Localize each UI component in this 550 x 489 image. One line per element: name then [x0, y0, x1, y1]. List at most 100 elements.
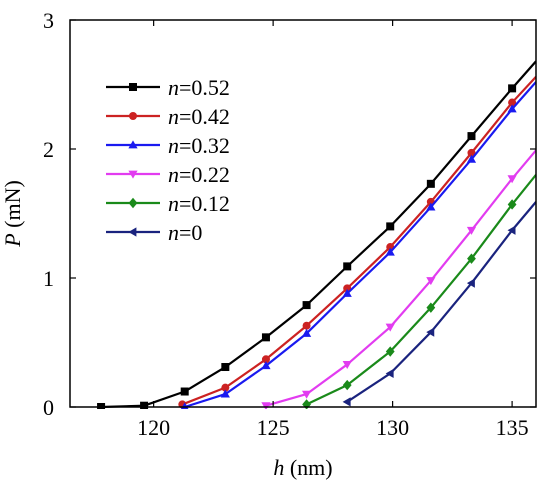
x-axis: 120 125 130 135	[137, 20, 529, 440]
legend-swatch-marker	[128, 140, 138, 149]
data-point	[220, 389, 230, 398]
data-point	[466, 226, 477, 235]
series-line	[101, 60, 536, 409]
data-point	[467, 253, 476, 264]
data-point	[467, 132, 476, 141]
y-axis-label: P (mN)	[0, 180, 25, 248]
x-axis-label: h (nm)	[273, 455, 332, 480]
data-point	[507, 104, 517, 113]
legend-label: n=0	[168, 220, 202, 245]
legend-item: n=0.32	[106, 133, 230, 158]
legend-label: n=0.42	[168, 104, 230, 129]
x-tick-label: 135	[496, 415, 529, 440]
series-line	[346, 201, 536, 403]
data-point	[508, 98, 517, 107]
series-group	[97, 60, 536, 409]
legend-item: n=0.42	[106, 104, 230, 129]
data-point	[385, 323, 395, 332]
y-tick-label: 3	[43, 8, 54, 33]
legend-value: =0.22	[179, 162, 230, 187]
legend-label: n=0.22	[168, 162, 230, 187]
data-point	[342, 379, 352, 391]
series-3	[261, 149, 536, 409]
data-point	[426, 302, 436, 313]
data-point	[343, 262, 352, 271]
series-line	[181, 76, 536, 406]
y-tick-label: 2	[43, 137, 54, 162]
data-point	[426, 179, 435, 188]
data-point	[301, 328, 312, 337]
data-point	[221, 383, 230, 392]
legend-value: =0.32	[179, 133, 230, 158]
legend-value: =0.12	[179, 191, 230, 216]
x-tick-label: 130	[376, 415, 409, 440]
data-point	[261, 361, 271, 370]
data-point	[140, 401, 149, 409]
series-line	[184, 81, 536, 409]
legend-variable: n	[168, 133, 179, 158]
y-axis: 0 1 2 3	[43, 8, 536, 420]
data-point	[466, 154, 477, 163]
data-point	[466, 278, 475, 288]
series-4	[302, 174, 536, 409]
legend-variable: n	[168, 220, 179, 245]
data-point	[342, 288, 352, 297]
legend-item: n=0.52	[106, 75, 230, 100]
series-5	[342, 201, 536, 407]
data-point	[385, 247, 395, 256]
data-point	[97, 403, 106, 409]
legend-variable: n	[168, 162, 179, 187]
series-0	[97, 60, 536, 409]
y-axis-symbol: P	[0, 233, 25, 247]
data-point	[507, 199, 517, 210]
data-point	[426, 327, 435, 337]
legend-label: n=0.52	[168, 75, 230, 100]
x-axis-unit: (nm)	[284, 455, 332, 480]
y-tick-label: 0	[43, 395, 54, 420]
legend-value: =0	[179, 220, 202, 245]
x-tick-label: 125	[257, 415, 290, 440]
data-point	[342, 397, 351, 407]
data-point	[261, 402, 271, 409]
data-point	[508, 84, 517, 93]
legend-swatch-marker	[129, 112, 137, 120]
data-point	[426, 277, 436, 286]
legend-variable: n	[168, 75, 179, 100]
data-point	[426, 202, 436, 211]
x-axis-symbol: h	[273, 455, 284, 480]
data-point	[386, 222, 395, 231]
legend-swatch-marker	[129, 83, 137, 91]
data-point	[507, 225, 516, 235]
data-point	[221, 363, 230, 372]
legend-swatch-marker	[128, 197, 138, 209]
plot-area	[97, 60, 536, 409]
data-point	[507, 175, 517, 184]
legend: n=0.52n=0.42n=0.32n=0.22n=0.12n=0	[106, 75, 230, 245]
data-point	[302, 399, 311, 409]
data-point	[385, 368, 394, 379]
legend-variable: n	[168, 104, 179, 129]
legend-item: n=0	[106, 220, 202, 245]
data-point	[302, 301, 311, 310]
series-2	[180, 81, 536, 409]
legend-value: =0.42	[179, 104, 230, 129]
data-point	[301, 390, 312, 399]
x-tick-label: 120	[137, 415, 170, 440]
legend-swatch-marker	[128, 170, 138, 179]
plot-frame	[69, 19, 537, 408]
data-point	[261, 355, 270, 364]
legend-variable: n	[168, 191, 179, 216]
data-point	[342, 361, 352, 370]
data-point	[180, 387, 189, 396]
y-axis-unit: (mN)	[0, 180, 25, 233]
data-point	[261, 333, 270, 342]
legend-item: n=0.12	[106, 191, 230, 216]
data-point	[467, 148, 476, 157]
legend-label: n=0.32	[168, 133, 230, 158]
legend-label: n=0.12	[168, 191, 230, 216]
y-tick-label: 1	[43, 266, 54, 291]
legend-item: n=0.22	[106, 162, 230, 187]
series-line	[265, 149, 536, 407]
legend-value: =0.52	[179, 75, 230, 100]
